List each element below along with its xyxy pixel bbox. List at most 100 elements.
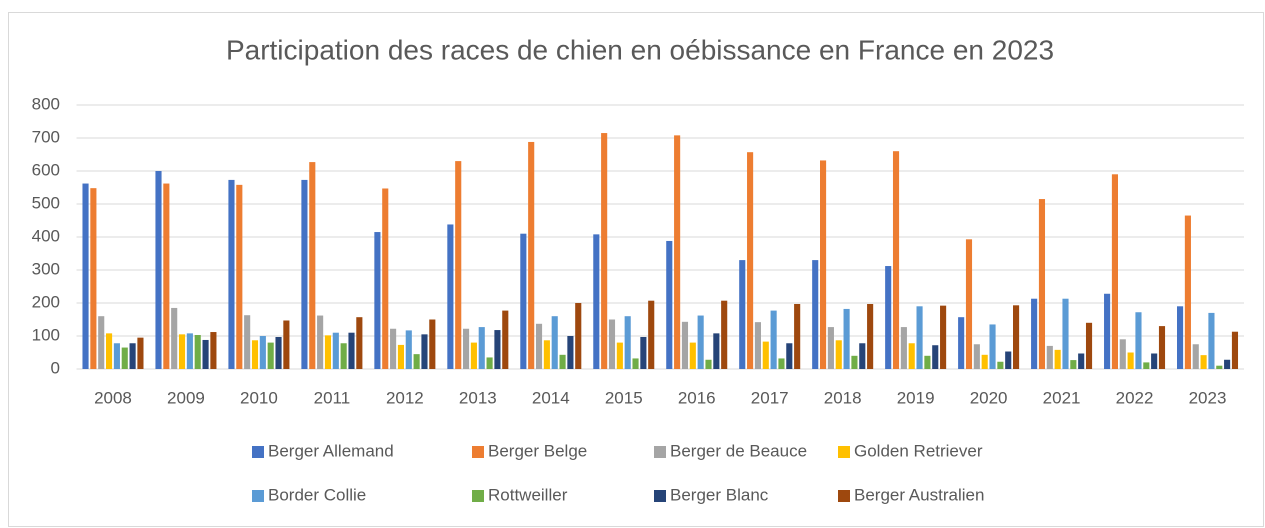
bar [997,361,1004,369]
bar [251,340,259,369]
bar [228,179,235,369]
bar [958,317,965,369]
bar [1062,298,1069,369]
legend-label: Berger Australien [854,485,984,504]
bar [1078,353,1085,369]
bar [632,358,639,369]
legend-label: Border Collie [268,485,366,504]
bar [762,341,769,369]
bar [624,316,631,369]
bar [202,339,209,369]
bar [121,347,128,369]
chart-title: Participation des races de chien en oébi… [226,34,1054,65]
bar [616,342,623,369]
y-tick-label: 100 [32,325,60,344]
bar [429,319,436,369]
bar [90,188,97,369]
bar [916,306,923,369]
bar [786,343,793,369]
x-tick-label: 2013 [459,388,497,407]
bar [275,336,282,369]
y-tick-label: 0 [51,358,60,377]
bar [1177,306,1184,369]
bar [932,345,939,369]
bar [713,333,720,369]
bar [843,308,850,369]
bar [1046,345,1053,369]
legend-label: Berger Belge [488,441,587,460]
x-tick-label: 2022 [1116,388,1154,407]
x-tick-label: 2010 [240,388,278,407]
bar [754,322,761,369]
bar [171,307,178,369]
bar [885,266,892,369]
bar [924,355,931,369]
bar [244,315,251,369]
bar [593,234,600,369]
legend-swatch [472,446,484,458]
legend-swatch [252,490,264,502]
x-tick-label: 2016 [678,388,716,407]
bar [900,327,907,369]
bar [463,328,470,369]
bar [374,232,381,369]
bar [794,303,801,369]
bar [348,332,355,369]
bar [559,354,566,369]
y-tick-label: 300 [32,259,60,278]
y-tick-label: 600 [32,160,60,179]
bar [1054,349,1061,369]
bar [705,359,712,369]
bar [186,333,193,369]
bar [1135,312,1142,369]
bar [601,133,608,369]
bar [82,183,89,369]
bar [567,336,574,369]
bar [1208,312,1215,369]
bar [1151,353,1158,369]
bar [640,336,647,369]
bar [1192,344,1199,369]
bar [648,300,655,369]
bar [965,239,973,369]
y-tick-label: 700 [32,127,60,146]
bar [575,303,582,369]
bar [309,162,316,369]
bar [1013,305,1020,369]
x-tick-label: 2012 [386,388,424,407]
x-tick-label: 2015 [605,388,643,407]
y-tick-label: 500 [32,193,60,212]
bar [113,343,120,369]
bar [1070,360,1077,369]
x-tick-label: 2017 [751,388,789,407]
bar [137,337,144,369]
y-tick-label: 800 [32,94,60,113]
bar [1119,339,1126,369]
legend-swatch [654,490,666,502]
bar [666,240,673,369]
legend-swatch [654,446,666,458]
bar [535,323,543,369]
bar [155,171,162,369]
bar [194,335,201,369]
legend-label: Golden Retriever [854,441,983,460]
bar [1143,362,1150,369]
bar [405,330,412,369]
bar [981,354,988,369]
bar [382,188,389,369]
bar [1031,298,1038,369]
bar [747,152,754,369]
bar [283,320,290,369]
bar [520,233,527,369]
bar [827,327,834,369]
bar [332,332,339,369]
bar [486,357,493,369]
bar [1104,293,1111,369]
bar [674,135,681,369]
bar [397,344,404,369]
bar [551,316,558,369]
bar [494,330,501,369]
x-tick-label: 2020 [970,388,1008,407]
legend-label: Rottweiller [488,485,568,504]
bar [1200,355,1207,369]
